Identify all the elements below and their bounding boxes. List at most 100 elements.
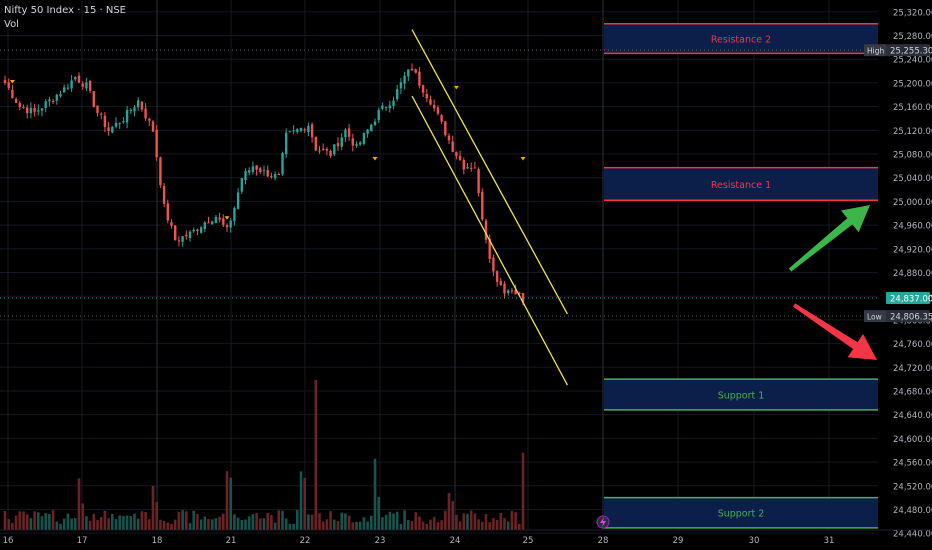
chart-legend: Nifty 50 Index · 15 · NSE Vol bbox=[4, 4, 126, 32]
channel-line[interactable] bbox=[411, 95, 568, 386]
volume-bar bbox=[192, 510, 195, 530]
symbol-title[interactable]: Nifty 50 Index · 15 · NSE bbox=[4, 5, 126, 16]
volume-bar bbox=[429, 519, 432, 530]
volume-bar bbox=[233, 514, 236, 530]
volume-bar bbox=[266, 512, 269, 530]
candle-body bbox=[455, 152, 458, 156]
candle-body bbox=[125, 110, 129, 123]
channel-line[interactable] bbox=[411, 29, 568, 315]
price-axis[interactable]: 25,320.00 25,280.00 25,240.00 25,200.00 25,1… bbox=[893, 8, 932, 539]
support-zone[interactable]: Support 1 bbox=[604, 378, 878, 411]
volume-bar bbox=[307, 514, 310, 530]
badge-tag-background bbox=[864, 310, 886, 323]
zone-label: Support 2 bbox=[718, 509, 765, 520]
candle-body bbox=[51, 100, 55, 102]
volume-bar bbox=[185, 511, 188, 530]
candle-body bbox=[199, 227, 203, 233]
volume-bar bbox=[188, 523, 192, 530]
candle-body bbox=[377, 110, 380, 120]
volume-bar bbox=[225, 471, 229, 530]
volume-bar bbox=[292, 523, 295, 530]
candle-body bbox=[229, 220, 232, 228]
up-arrow-icon-shape bbox=[788, 204, 871, 272]
volume-bar bbox=[281, 510, 284, 530]
descending-channel bbox=[411, 29, 568, 386]
candle-body bbox=[188, 231, 192, 238]
candle-body bbox=[96, 105, 99, 114]
volume-bar bbox=[44, 513, 47, 530]
volume-bar bbox=[148, 519, 151, 530]
candle-body bbox=[148, 118, 151, 121]
lightning-bolt bbox=[600, 517, 606, 527]
volume-bar bbox=[203, 516, 207, 530]
volume-bar bbox=[151, 485, 155, 530]
volume-bar bbox=[218, 516, 221, 530]
volume-bar bbox=[344, 513, 347, 530]
candle-body bbox=[211, 221, 214, 225]
y-tick-label: 24,640.00 bbox=[893, 411, 932, 421]
candle-body bbox=[66, 87, 70, 89]
resistance-zone[interactable]: Resistance 1 bbox=[604, 166, 878, 201]
volume-bar bbox=[347, 515, 351, 530]
resistance-zone[interactable]: Resistance 2 bbox=[604, 22, 878, 55]
volume-bar bbox=[196, 514, 199, 530]
price-markers bbox=[0, 49, 878, 317]
candle-body bbox=[314, 136, 317, 151]
volume-bar bbox=[366, 521, 369, 530]
volume-bar bbox=[129, 516, 133, 530]
candle-body bbox=[340, 137, 343, 147]
y-tick-label: 24,760.00 bbox=[893, 340, 932, 350]
candle-body bbox=[251, 166, 255, 172]
candle-body bbox=[177, 240, 181, 242]
volume-bar bbox=[458, 521, 462, 530]
candle-body bbox=[495, 271, 499, 282]
volume-bar bbox=[92, 513, 96, 530]
volume-bar bbox=[340, 512, 343, 530]
candle-body bbox=[273, 174, 277, 179]
x-tick-label: 28 bbox=[598, 536, 609, 546]
candle-body bbox=[207, 222, 210, 224]
zone-fill bbox=[604, 497, 878, 528]
candle-body bbox=[26, 107, 29, 114]
support-zone[interactable]: Support 2 bbox=[604, 496, 878, 529]
volume-bar bbox=[488, 522, 491, 530]
candle-body bbox=[296, 129, 299, 132]
x-tick-label: 22 bbox=[300, 536, 311, 546]
candle-body bbox=[510, 290, 514, 292]
candle-body bbox=[359, 142, 362, 145]
volume-bar bbox=[310, 514, 314, 530]
volume-label[interactable]: Vol bbox=[4, 19, 19, 30]
candle-body bbox=[325, 148, 329, 151]
candle-body bbox=[388, 105, 391, 109]
candle-body bbox=[414, 69, 417, 73]
candle-body bbox=[518, 292, 521, 295]
volume-bar bbox=[499, 513, 503, 530]
volume-bar bbox=[40, 516, 44, 530]
candle-body bbox=[240, 178, 243, 192]
candle-body bbox=[192, 229, 195, 232]
volume-bar bbox=[432, 516, 436, 530]
candle-body bbox=[155, 129, 158, 158]
volume-bar bbox=[107, 518, 110, 530]
y-tick-label: 24,440.00 bbox=[893, 530, 932, 540]
candle-body bbox=[444, 121, 447, 136]
lightning-icon[interactable] bbox=[596, 515, 610, 529]
volume-bar bbox=[240, 520, 244, 530]
volume-bar bbox=[74, 518, 77, 530]
candle-body bbox=[281, 153, 284, 175]
volume-bar bbox=[336, 521, 340, 530]
zone-label: Resistance 2 bbox=[711, 35, 771, 46]
candle-body bbox=[318, 150, 321, 152]
candle-body bbox=[451, 141, 454, 152]
up-arrow-icon bbox=[788, 204, 871, 272]
volume-bar bbox=[118, 515, 121, 530]
candle-body bbox=[103, 115, 107, 127]
candle-body bbox=[85, 82, 88, 89]
volume-bar bbox=[133, 513, 136, 530]
candle-body bbox=[425, 93, 428, 99]
candle-body bbox=[396, 89, 399, 100]
volume-bar bbox=[392, 513, 395, 530]
time-axis[interactable]: 16 17 18 21 22 23 24 25 28 29 30 31 bbox=[0, 529, 932, 546]
volume-bar bbox=[229, 477, 232, 530]
